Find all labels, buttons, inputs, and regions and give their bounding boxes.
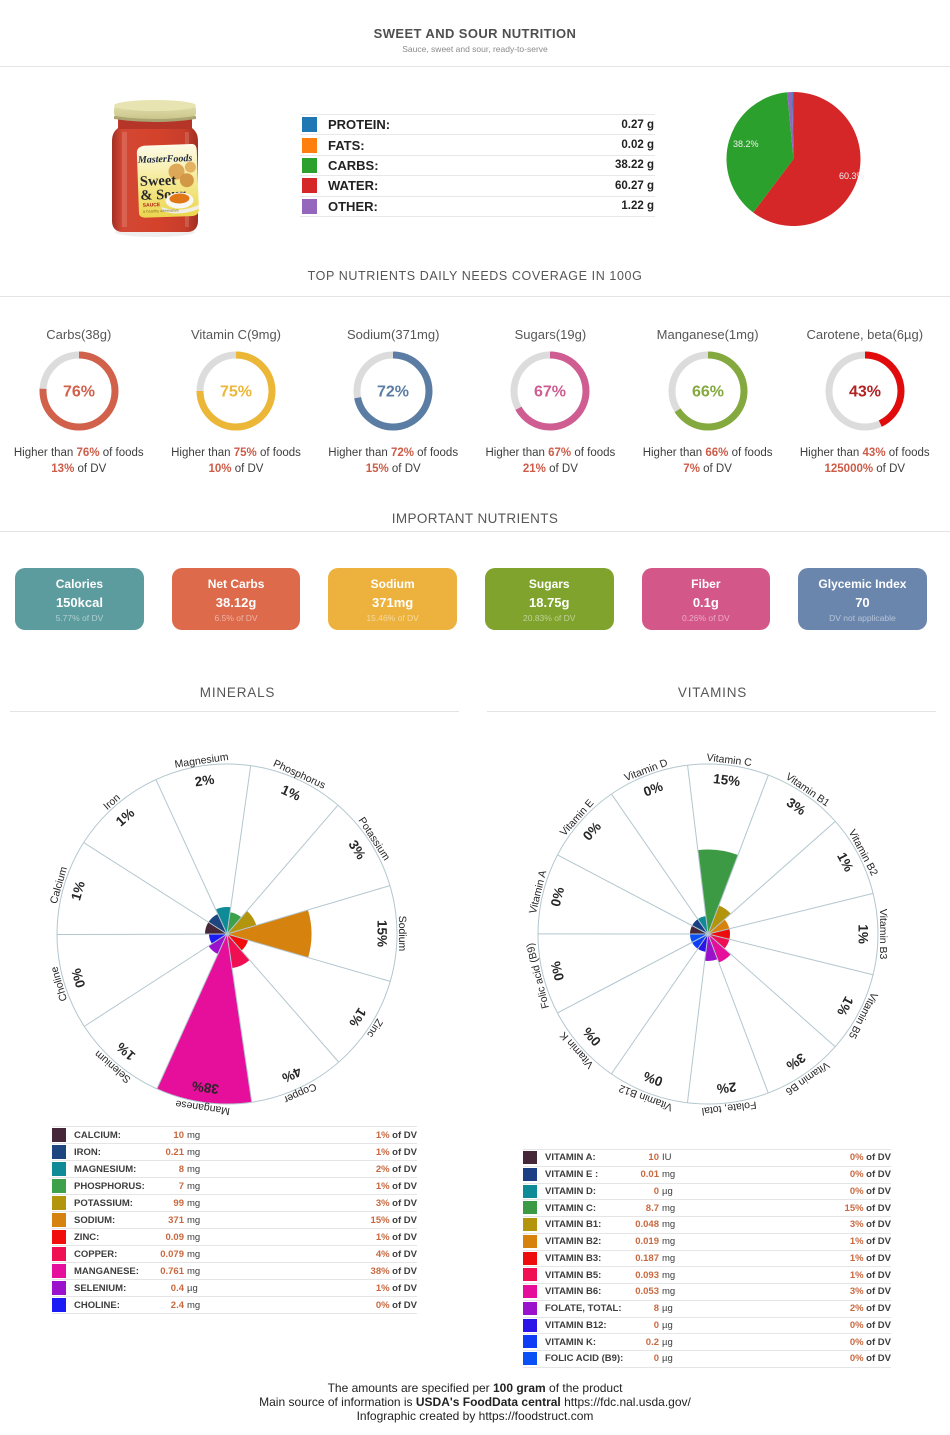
svg-text:Choline: Choline [48,965,70,1003]
svg-text:SAUCE: SAUCE [143,202,161,209]
svg-text:60.3%: 60.3% [839,171,865,181]
svg-text:0%: 0% [548,886,567,909]
svg-text:Vitamin B2: Vitamin B2 [846,828,880,879]
svg-text:Folate, total: Folate, total [701,1099,757,1118]
svg-text:0%: 0% [68,967,88,990]
svg-text:0%: 0% [580,1024,604,1049]
svg-text:76%: 76% [63,384,95,401]
svg-text:1%: 1% [279,782,303,804]
svg-text:1%: 1% [834,994,856,1018]
svg-text:MasterFoods: MasterFoods [137,153,193,166]
svg-text:0%: 0% [580,819,604,844]
svg-text:Sweet: Sweet [140,173,177,190]
svg-text:Calcium: Calcium [48,865,70,905]
svg-text:3%: 3% [784,795,809,818]
svg-text:15%: 15% [712,771,741,789]
svg-text:0%: 0% [641,1068,665,1089]
svg-text:Vitamin C: Vitamin C [706,752,753,769]
svg-text:Vitamin B12: Vitamin B12 [617,1082,674,1113]
svg-text:Vitamin B3: Vitamin B3 [877,909,889,960]
svg-text:3%: 3% [346,838,369,863]
svg-text:1%: 1% [346,1005,369,1030]
svg-text:38%: 38% [191,1078,220,1097]
svg-text:Phosphorus: Phosphorus [271,758,327,792]
svg-text:Zinc: Zinc [364,1017,385,1040]
svg-text:15%: 15% [374,920,389,947]
svg-text:Vitamin D: Vitamin D [623,757,670,784]
svg-text:66%: 66% [692,384,724,401]
svg-text:72%: 72% [377,384,409,401]
svg-text:4%: 4% [280,1064,304,1086]
svg-text:3%: 3% [784,1050,809,1073]
svg-text:1%: 1% [856,924,871,944]
svg-text:1%: 1% [834,850,856,874]
svg-text:1%: 1% [68,879,88,902]
svg-text:1%: 1% [114,1039,139,1063]
svg-text:38.2%: 38.2% [733,139,759,149]
svg-text:2%: 2% [194,772,215,790]
svg-text:Folic acid (B9): Folic acid (B9) [524,942,552,1010]
svg-text:2%: 2% [716,1079,737,1096]
svg-text:Magnesium: Magnesium [174,751,230,771]
svg-text:Iron: Iron [101,792,123,813]
svg-text:Sodium: Sodium [396,916,408,952]
svg-text:Vitamin A: Vitamin A [527,869,549,915]
svg-text:1%: 1% [113,805,138,829]
svg-text:43%: 43% [849,384,881,401]
svg-text:0%: 0% [641,779,665,800]
svg-text:67%: 67% [534,384,566,401]
svg-text:75%: 75% [220,384,252,401]
svg-text:0%: 0% [548,960,567,983]
svg-text:a healthy alternative: a healthy alternative [143,208,180,214]
